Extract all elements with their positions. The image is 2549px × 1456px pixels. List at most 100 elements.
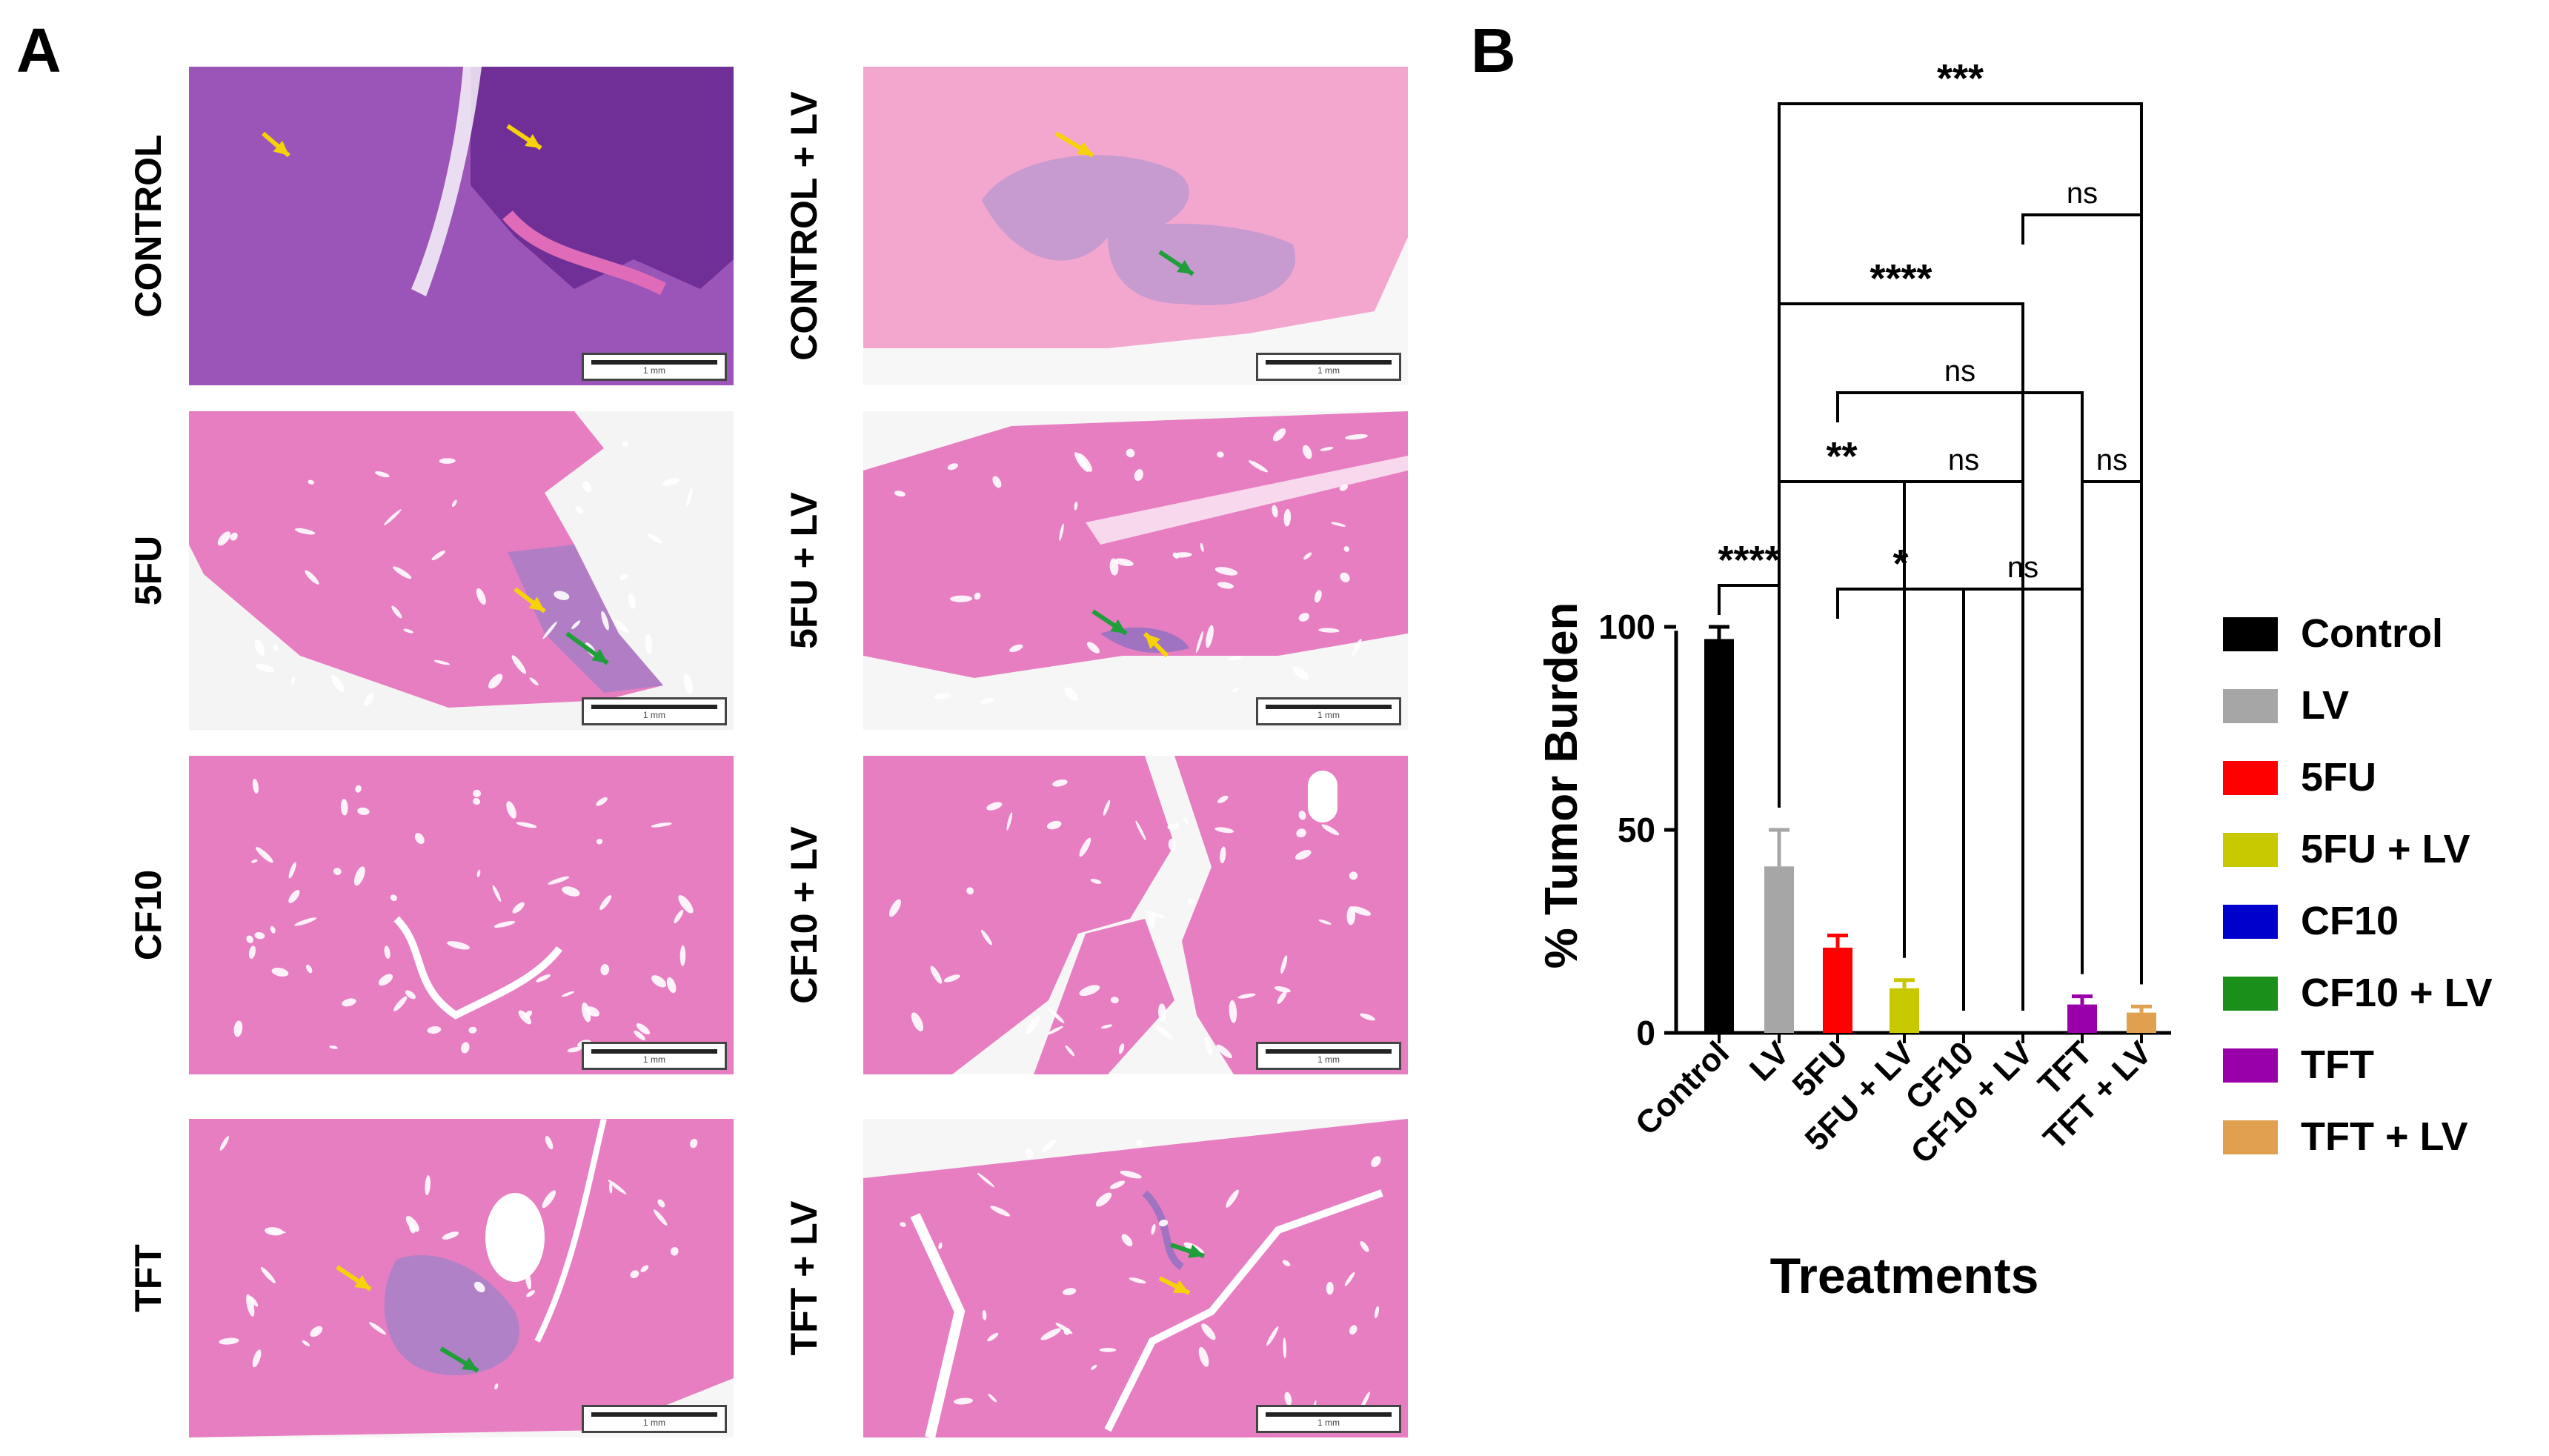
tumor-arrow-icon (1143, 631, 1169, 658)
histology-image-control (189, 67, 734, 385)
scale-bar-line (1266, 360, 1392, 365)
invasion-arrow-icon (1158, 250, 1194, 276)
scale-bar: 1 mm (1256, 1405, 1401, 1433)
significance-label: ns (2096, 444, 2127, 476)
scale-bar-label: 1 mm (1317, 710, 1340, 720)
significance-bracket (1778, 480, 1906, 958)
scale-bar-line (1266, 1049, 1392, 1054)
legend-item: TFT + LV (2219, 1114, 2545, 1159)
legend-label: 5FU (2301, 755, 2377, 800)
scale-bar: 1 mm (1256, 1042, 1401, 1070)
treatment-label: CONTROL + LV (783, 91, 825, 361)
histology-image-cf10-lv (863, 756, 1408, 1074)
legend-label: 5FU + LV (2301, 827, 2470, 871)
y-tick-label: 0 (1636, 1014, 1655, 1052)
significance-label: ns (2067, 177, 2098, 210)
treatment-label: CF10 + LV (783, 826, 825, 1004)
significance-bracket (1962, 588, 2084, 974)
treatment-label: TFT (127, 1244, 169, 1312)
error-bar (1709, 625, 1729, 639)
bar (1890, 988, 1919, 1033)
histology-image-5fu (189, 411, 734, 730)
bar (2067, 1004, 2097, 1033)
error-bar (1894, 978, 1915, 988)
scale-bar-label: 1 mm (1317, 1054, 1340, 1065)
legend-label: LV (2301, 683, 2349, 728)
invasion-arrow-icon (565, 631, 609, 665)
scale-bar: 1 mm (1256, 353, 1401, 381)
legend-label: TFT + LV (2301, 1114, 2468, 1159)
histology-image-cf10 (189, 756, 734, 1074)
scale-bar-label: 1 mm (643, 1054, 665, 1065)
legend-item: 5FU (2219, 755, 2545, 800)
error-bar (1769, 828, 1789, 867)
histology-image-5fu-lv (863, 411, 1408, 730)
invasion-arrow-icon (439, 1346, 479, 1373)
significance-bracket (1836, 391, 2084, 974)
significance-label: ns (1948, 444, 1979, 476)
legend-item: CF10 (2219, 899, 2545, 943)
legend-swatch (2223, 1120, 2278, 1154)
significance-label: ** (1826, 434, 1857, 479)
legend-label: TFT (2301, 1043, 2374, 1087)
legend-item: Control (2219, 611, 2545, 656)
scale-bar-label: 1 mm (1317, 1417, 1340, 1428)
tumor-arrow-icon (262, 131, 290, 158)
scale-bar: 1 mm (582, 697, 727, 725)
significance-label: ns (1944, 355, 1975, 388)
panel-a-letter: A (16, 16, 62, 85)
treatment-label: CONTROL (127, 134, 169, 318)
panel-b-letter: B (1471, 16, 1516, 85)
significance-bracket (2081, 480, 2143, 985)
tumor-arrow-icon (1158, 1276, 1191, 1295)
legend-label: CF10 (2301, 899, 2399, 943)
significance-bracket (1718, 584, 1781, 808)
legend-label: CF10 + LV (2301, 971, 2493, 1015)
bar (1704, 639, 1734, 1033)
significance-label: ns (2007, 551, 2038, 584)
tumor-arrow-icon (1054, 131, 1094, 158)
treatment-label: 5FU + LV (783, 492, 825, 649)
treatment-label: CF10 (127, 869, 169, 961)
bar (2127, 1012, 2156, 1033)
scale-bar-label: 1 mm (643, 1417, 665, 1428)
significance-bracket (1903, 480, 2024, 1011)
y-tick-label: 100 (1598, 608, 1655, 646)
scale-bar: 1 mm (582, 1405, 727, 1433)
scale-bar-line (1266, 705, 1392, 709)
legend-swatch (2223, 977, 2278, 1011)
error-bar (1827, 933, 1848, 948)
histology-image-control-lv (863, 67, 1408, 385)
legend-item: LV (2219, 683, 2545, 728)
legend-label: Control (2301, 611, 2443, 656)
significance-label: **** (1718, 538, 1780, 582)
scale-bar-line (591, 1049, 717, 1054)
histology-image-tft-lv (863, 1119, 1408, 1437)
scale-bar-line (1266, 1412, 1392, 1417)
legend-swatch (2223, 761, 2278, 795)
significance-bracket (1778, 102, 2143, 985)
scale-bar: 1 mm (1256, 697, 1401, 725)
significance-label: * (1892, 542, 1908, 586)
scale-bar-line (591, 705, 717, 709)
invasion-arrow-icon (1170, 1243, 1205, 1258)
legend-item: 5FU + LV (2219, 827, 2545, 871)
x-axis-label: Treatments (1770, 1248, 2039, 1304)
error-bar (2072, 994, 2093, 1005)
bar (1764, 866, 1794, 1033)
scale-bar-line (591, 360, 717, 365)
tumor-arrow-icon (336, 1265, 372, 1292)
tumor-arrow-icon (506, 124, 542, 150)
legend-swatch (2223, 689, 2278, 723)
treatment-label: 5FU (127, 535, 169, 606)
legend-swatch (2223, 1048, 2278, 1083)
bar (1823, 947, 1852, 1033)
treatment-label: TFT + LV (783, 1200, 825, 1356)
legend-swatch (2223, 617, 2278, 651)
scale-bar: 1 mm (582, 353, 727, 381)
scale-bar: 1 mm (582, 1042, 727, 1070)
y-axis-label: % Tumor Burden (1536, 602, 1587, 969)
legend-item: TFT (2219, 1043, 2545, 1087)
legend-swatch (2223, 833, 2278, 867)
